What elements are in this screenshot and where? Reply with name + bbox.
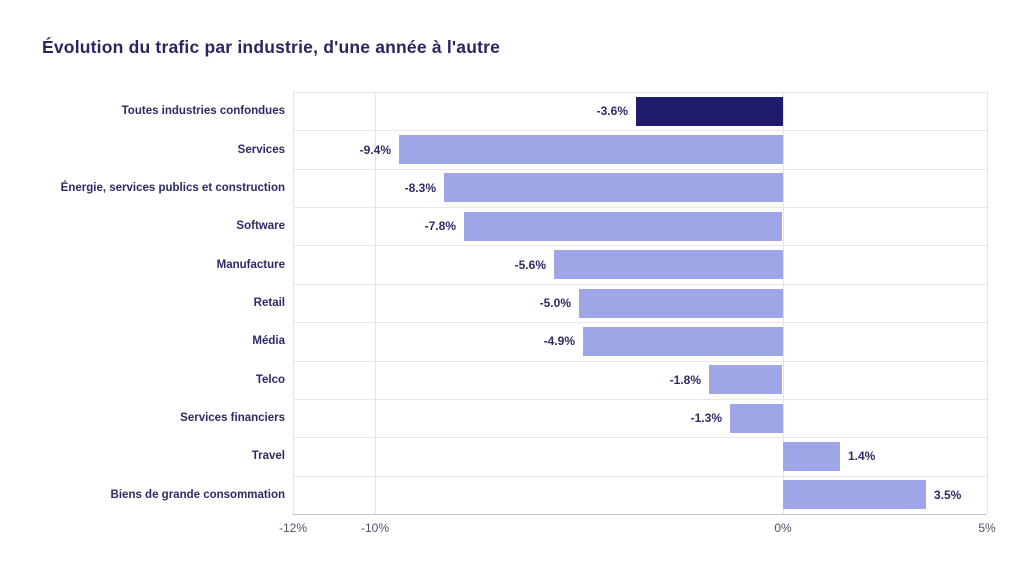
x-axis-line bbox=[293, 514, 987, 515]
category-label: Services bbox=[237, 144, 285, 156]
bar bbox=[583, 327, 783, 356]
vertical-gridline bbox=[987, 92, 988, 514]
category-label: Services financiers bbox=[180, 412, 285, 424]
category-label: Travel bbox=[251, 450, 285, 462]
bar-value-label: -1.8% bbox=[669, 373, 701, 387]
row-separator-line bbox=[293, 399, 987, 400]
bar-value-label: -7.8% bbox=[424, 219, 456, 233]
category-label: Retail bbox=[253, 297, 285, 309]
category-label: Software bbox=[236, 220, 285, 232]
category-label: Média bbox=[252, 335, 285, 347]
category-label: Toutes industries confondues bbox=[121, 105, 285, 117]
row-separator-line bbox=[293, 130, 987, 131]
row-separator-line bbox=[293, 284, 987, 285]
bar-value-label: -4.9% bbox=[543, 334, 575, 348]
row-separator-line bbox=[293, 361, 987, 362]
row-separator-line bbox=[293, 437, 987, 438]
x-axis-tick-label: -12% bbox=[278, 521, 307, 535]
category-label: Telco bbox=[255, 374, 285, 386]
bar bbox=[730, 404, 783, 433]
vertical-gridline bbox=[293, 92, 294, 514]
bar-value-label: -8.3% bbox=[404, 181, 436, 195]
vertical-gridline bbox=[783, 92, 784, 514]
x-axis-tick-label: -10% bbox=[360, 521, 389, 535]
chart-title: Évolution du trafic par industrie, d'une… bbox=[42, 37, 501, 57]
row-separator-line bbox=[293, 207, 987, 208]
bar bbox=[783, 442, 840, 471]
row-separator-line bbox=[293, 169, 987, 170]
bar-value-label: -5.0% bbox=[539, 296, 571, 310]
vertical-gridline bbox=[375, 92, 376, 514]
x-axis-tick-label: 0% bbox=[774, 521, 792, 535]
bar bbox=[636, 97, 783, 126]
category-label: Biens de grande consommation bbox=[110, 489, 285, 501]
row-separator-line bbox=[293, 245, 987, 246]
bar bbox=[444, 173, 783, 202]
row-separator-line bbox=[293, 322, 987, 323]
bar-value-label: 1.4% bbox=[848, 449, 876, 463]
bar bbox=[399, 135, 783, 164]
x-axis-tick-label: 5% bbox=[978, 521, 996, 535]
bar-value-label: -9.4% bbox=[359, 143, 391, 157]
bar-value-label: 3.5% bbox=[934, 488, 962, 502]
category-label: Énergie, services publics et constructio… bbox=[60, 182, 285, 194]
bar bbox=[709, 365, 782, 394]
bar-value-label: -3.6% bbox=[596, 104, 628, 118]
bar-value-label: -5.6% bbox=[514, 258, 546, 272]
row-separator-line bbox=[293, 476, 987, 477]
row-separator-line bbox=[293, 92, 987, 93]
bar bbox=[783, 480, 926, 509]
bar bbox=[464, 212, 782, 241]
bar bbox=[579, 289, 783, 318]
bar bbox=[554, 250, 783, 279]
category-label: Manufacture bbox=[216, 259, 285, 271]
bar-value-label: -1.3% bbox=[690, 411, 722, 425]
